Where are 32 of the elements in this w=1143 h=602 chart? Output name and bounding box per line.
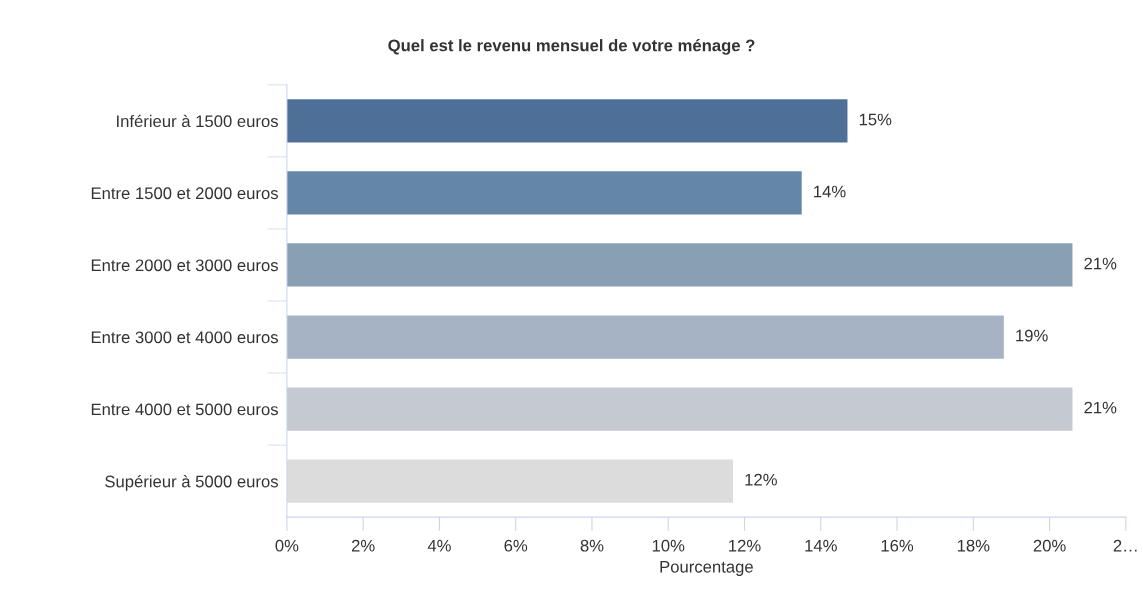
x-tick-label: 20% (1033, 539, 1066, 552)
data-label: 21% (1084, 257, 1117, 270)
data-label: 21% (1084, 401, 1117, 414)
bar (286, 387, 1073, 431)
x-tick-label: 2% (351, 539, 375, 552)
x-tick-label: 6% (504, 539, 528, 552)
data-label: 15% (859, 113, 892, 126)
x-tick-label: 16% (881, 539, 914, 552)
x-tick-label: 12% (729, 539, 761, 552)
bar (286, 243, 1073, 287)
y-tick-label: Supérieur à 5000 euros (105, 474, 278, 491)
chart-title: Quel est le revenu mensuel de votre ménage ? (388, 38, 755, 55)
x-tick-label: 18% (957, 539, 990, 552)
x-tick-label: 8% (580, 539, 604, 552)
y-tick-label: Inférieur à 1500 euros (117, 114, 278, 128)
bar (286, 459, 734, 503)
y-tick-label: Entre 1500 et 2000 euros (91, 187, 278, 200)
x-tick-label: 4% (427, 539, 451, 552)
x-tick-label: 10% (652, 539, 685, 552)
y-tick-label: Entre 4000 et 5000 euros (91, 403, 278, 416)
y-tick-label: Entre 3000 et 4000 euros (91, 331, 278, 344)
x-tick-label: 0% (275, 539, 299, 552)
bar (286, 171, 802, 215)
x-tick-label: 2… (1113, 539, 1137, 552)
data-label: 12% (745, 473, 777, 486)
data-label: 14% (814, 185, 846, 198)
bar (286, 99, 848, 143)
data-label: 19% (1016, 329, 1048, 342)
x-tick-label: 14% (805, 539, 837, 552)
x-axis-title: Pourcentage (660, 561, 753, 576)
bar (286, 315, 1004, 359)
y-tick-label: Entre 2000 et 3000 euros (91, 259, 278, 272)
